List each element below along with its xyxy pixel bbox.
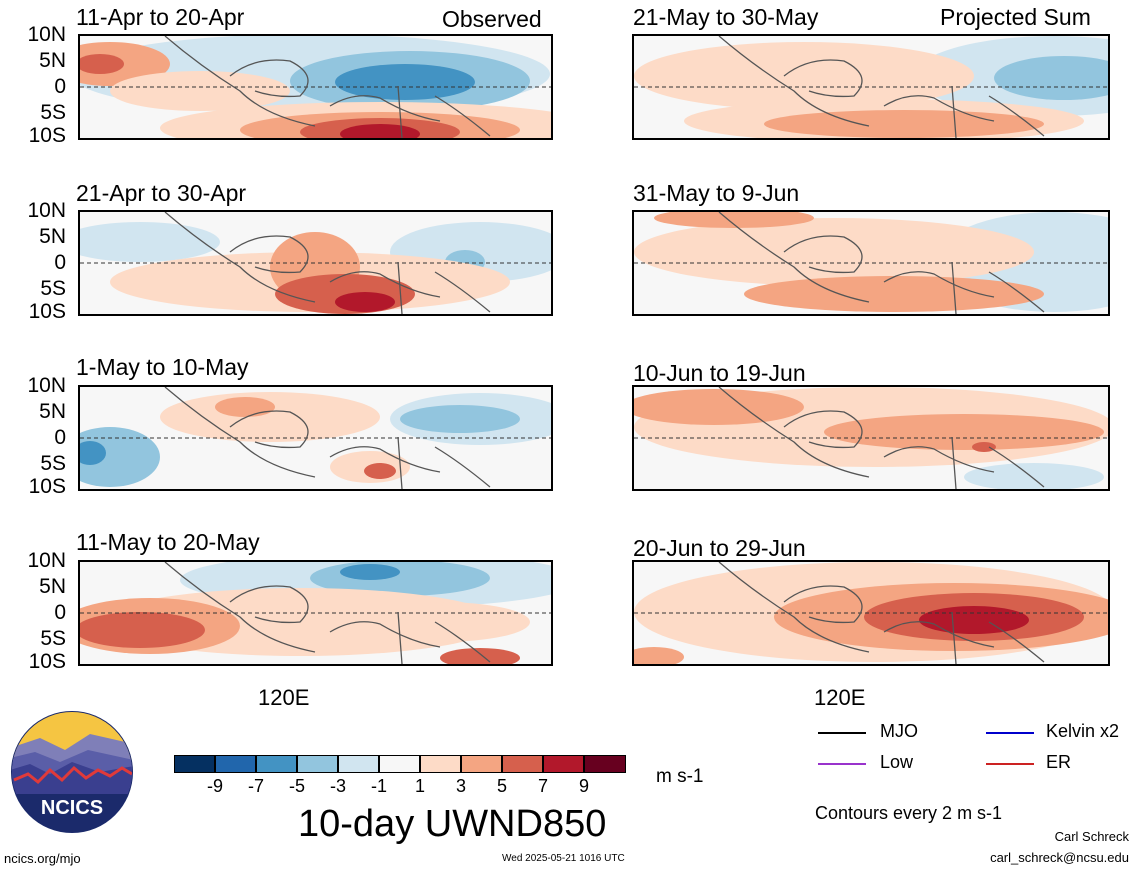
colorbar-units: m s-1 [656,766,704,787]
map-panel [78,34,553,140]
legend-label-mjo: MJO [880,721,918,741]
panel-title: 10-Jun to 19-Jun [633,360,806,386]
colorbar-tick: -1 [370,776,387,796]
colorbar-box [502,755,543,773]
footer-author: Carl Schreck [1054,829,1129,844]
lat-label: 5N [39,49,66,72]
map-panel [632,210,1110,316]
legend-label-er: ER [1046,752,1072,772]
lat-label: 5N [39,575,66,598]
lat-label: 10S [28,124,66,147]
legend-line-kelvin [986,732,1034,734]
lat-label: 10N [27,199,66,222]
lat-label: 0 [54,601,66,624]
legend-line-er [986,763,1034,765]
lat-label: 10S [28,475,66,498]
ncics-logo: NCICS [10,710,134,834]
lat-label: 5N [39,400,66,423]
logo-text: NCICS [41,797,103,819]
colorbar-box [338,755,379,773]
map-panel [78,210,553,316]
panel-title: 11-May to 20-May [76,529,260,555]
projected-sum-header: Projected Sum [940,4,1091,30]
map-panel [632,34,1110,140]
lat-label: 5N [39,225,66,248]
colorbar-box [584,755,626,773]
panel-title: 20-Jun to 29-Jun [633,535,806,561]
lon-label-left: 120E [258,685,310,710]
colorbar-tick: -7 [247,776,264,796]
colorbar-tick: -9 [206,776,223,796]
lon-label-right: 120E [814,685,866,710]
footer-url: ncics.org/mjo [4,851,81,866]
legend-label-kelvin: Kelvin x2 [1046,721,1120,741]
footer-email: carl_schreck@ncsu.edu [990,850,1129,865]
colorbar-tick: 1 [414,776,425,796]
colorbar-box [379,755,420,773]
contour-note: Contours every 2 m s-1 [815,803,1003,823]
colorbar-box [420,755,461,773]
colorbar-box [174,755,215,773]
colorbar-tick: 9 [578,776,589,796]
lat-label: 5S [40,277,66,300]
lat-label: 0 [54,75,66,98]
colorbar-tick: -5 [288,776,305,796]
figure-title: 10-day UWND850 [298,803,607,845]
legend-line-low [818,763,866,765]
lat-label: 10N [27,374,66,397]
legend-line-mjo [818,732,866,734]
colorbar-box [297,755,338,773]
panel-title: 31-May to 9-Jun [633,180,800,206]
colorbar-tick: -3 [329,776,346,796]
lat-label: 10N [27,23,66,46]
colorbar-box [543,755,584,773]
colorbar-box [461,755,502,773]
lat-label: 0 [54,251,66,274]
lat-label: 10S [28,650,66,673]
map-panel [78,385,553,491]
map-panel [632,560,1110,666]
lat-label: 10N [27,549,66,572]
colorbar-tick: 3 [455,776,466,796]
map-panel [78,560,553,666]
lat-label: 5S [40,101,66,124]
colorbar-box [256,755,297,773]
map-panel [632,385,1110,491]
lat-label: 5S [40,452,66,475]
footer-timestamp: Wed 2025-05-21 1016 UTC [502,853,625,864]
observed-header: Observed [442,6,542,32]
panel-title: 21-May to 30-May [633,4,819,30]
panel-title: 21-Apr to 30-Apr [76,180,247,206]
lat-label: 10S [28,300,66,323]
panel-title: 1-May to 10-May [76,354,249,380]
lat-label: 0 [54,426,66,449]
colorbar-tick: 5 [496,776,507,796]
colorbar-box [215,755,256,773]
panel-title: 11-Apr to 20-Apr [76,4,245,30]
colorbar-tick: 7 [537,776,548,796]
legend-label-low: Low [880,752,914,772]
lat-label: 5S [40,627,66,650]
